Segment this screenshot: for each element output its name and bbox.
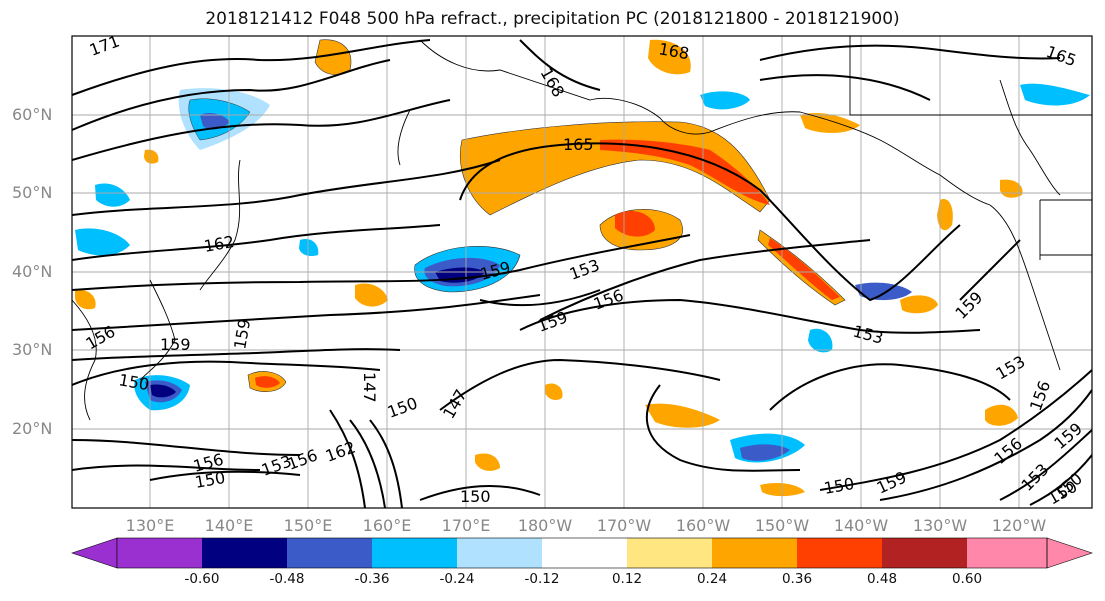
lon-label: 130°E xyxy=(125,516,175,535)
lon-label: 160°W xyxy=(675,516,731,535)
contour-label: 159 xyxy=(951,288,986,323)
contour-label: 165 xyxy=(1044,42,1079,70)
lon-label: 130°W xyxy=(912,516,968,535)
lat-label: 60°N xyxy=(12,105,53,124)
lon-label: 150°W xyxy=(754,516,810,535)
lon-label: 180°W xyxy=(517,516,573,535)
contour-label: 168 xyxy=(537,65,569,101)
colorbar-tick: -0.24 xyxy=(439,571,475,587)
coastlines xyxy=(72,36,1092,421)
lon-label: 140°E xyxy=(204,516,254,535)
contour-label: 159 xyxy=(160,335,191,354)
lat-label: 50°N xyxy=(12,183,53,202)
colorbar-tick: 0.60 xyxy=(951,571,983,587)
lon-label: 120°W xyxy=(991,516,1047,535)
contour-label: 159 xyxy=(230,317,254,350)
colorbar-tick: 0.48 xyxy=(866,571,898,587)
contour-label: 159 xyxy=(535,307,570,335)
map-content: 171 168 168 165 165 162 159 159 159 159 … xyxy=(72,36,1092,508)
colorbar-tick: 0.36 xyxy=(781,571,813,587)
lon-label: 170°W xyxy=(596,516,652,535)
colorbar-extend-low xyxy=(71,537,118,569)
contour-label: 153 xyxy=(259,451,294,479)
lon-label: 160°E xyxy=(362,516,412,535)
contour-label: 165 xyxy=(563,135,594,154)
lon-label: 170°E xyxy=(441,516,491,535)
contour-label: 156 xyxy=(83,322,119,354)
lat-label: 30°N xyxy=(12,340,53,359)
colorbar-tick: -0.36 xyxy=(354,571,390,587)
colorbar-tick: -0.48 xyxy=(269,571,305,587)
contour-label: 159 xyxy=(874,467,910,497)
contour-label: 150 xyxy=(822,474,855,498)
chart-title: 2018121412 F048 500 hPa refract., precip… xyxy=(205,9,900,29)
lat-label: 20°N xyxy=(12,419,53,438)
contour-label: 153 xyxy=(567,255,602,283)
colorbar-tick: 0.12 xyxy=(611,571,643,587)
contour-label: 153 xyxy=(993,352,1029,384)
map-frame xyxy=(71,35,1093,509)
colorbar-tick: 0.24 xyxy=(696,571,728,587)
contour-label: 150 xyxy=(117,370,150,394)
contour-label: 153 xyxy=(851,322,885,348)
lat-label: 40°N xyxy=(12,262,53,281)
contour-label: 159 xyxy=(1050,419,1086,453)
colorbar xyxy=(71,537,1093,569)
lon-label: 140°W xyxy=(833,516,889,535)
contour-label: 162 xyxy=(202,232,235,256)
refractivity-contours xyxy=(72,39,1092,508)
contour-label: 147 xyxy=(360,372,379,403)
colorbar-tick: -0.60 xyxy=(184,571,220,587)
contour-label: 150 xyxy=(385,393,420,421)
colorbar-extend-high xyxy=(1046,537,1093,569)
contour-label: 156 xyxy=(591,285,626,313)
contour-label: 150 xyxy=(460,487,491,506)
contour-label: 162 xyxy=(323,437,358,465)
contour-label: 156 xyxy=(1026,378,1054,413)
colorbar-tick: -0.12 xyxy=(524,571,560,587)
lon-label: 150°E xyxy=(283,516,333,535)
